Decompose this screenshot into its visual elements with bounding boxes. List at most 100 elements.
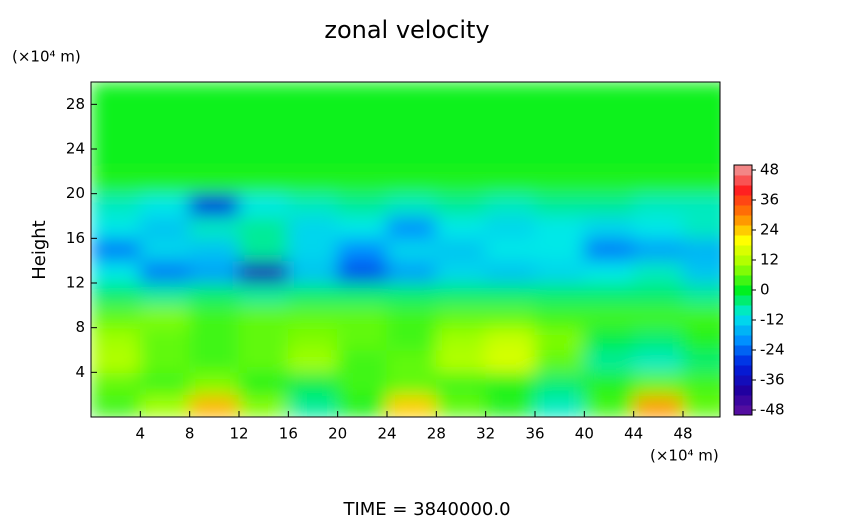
field-cell (238, 126, 289, 150)
field-cell (189, 126, 240, 150)
colorbar-swatch (734, 185, 752, 196)
field-cell (534, 327, 585, 351)
x-tick-label: 28 (427, 425, 446, 443)
x-tick-label: 4 (136, 425, 146, 443)
field-cell (583, 349, 635, 373)
field-cell (435, 237, 487, 262)
field-cell (386, 327, 437, 351)
colorbar-swatch (734, 375, 752, 386)
field-cell (238, 260, 289, 284)
field-cell (287, 304, 339, 329)
field-cell (91, 215, 141, 239)
field-cell (189, 237, 240, 262)
field-cell (583, 327, 635, 351)
field-cell (189, 215, 240, 239)
field-cell (633, 304, 684, 329)
colorbar-swatch (734, 315, 752, 326)
field-cell (91, 304, 141, 329)
field-cell (238, 170, 289, 195)
field-cell (238, 371, 289, 396)
field-cell (485, 349, 536, 373)
field-cell (386, 371, 437, 396)
field-cell (386, 282, 437, 306)
field-cell (386, 170, 437, 195)
field-cell (386, 148, 437, 172)
field-cell (485, 103, 536, 128)
colorbar-tick-label: -48 (760, 401, 785, 419)
y-unit-label: (×10⁴ m) (12, 48, 81, 66)
colorbar-swatch (734, 225, 752, 236)
field-cell (91, 82, 141, 105)
field-cell (534, 260, 585, 284)
field-cell (534, 394, 585, 417)
field-cell (485, 82, 536, 105)
field-cell (386, 193, 437, 217)
field-cell (287, 260, 339, 284)
field-cell (534, 193, 585, 217)
colorbar-swatch (734, 235, 752, 246)
field-cell (534, 170, 585, 195)
colorbar-swatch (734, 255, 752, 266)
field-cell (485, 260, 536, 284)
colorbar-tick-label: 36 (760, 191, 779, 209)
field-cell (337, 82, 388, 105)
field-cell (534, 349, 585, 373)
x-tick-label: 32 (476, 425, 495, 443)
field-cell (287, 237, 339, 262)
field-cell (386, 349, 437, 373)
field-cell (238, 82, 289, 105)
field-cell (139, 371, 191, 396)
field-cell (485, 394, 536, 417)
x-tick-label: 44 (624, 425, 643, 443)
field-cell (682, 82, 720, 105)
field-cell (682, 327, 720, 351)
field-cell (435, 327, 487, 351)
field-cell (633, 260, 684, 284)
field-cell (485, 282, 536, 306)
field-cell (485, 126, 536, 150)
colorbar-swatch (734, 215, 752, 226)
field-cell (91, 103, 141, 128)
field-cell (583, 82, 635, 105)
field-cell (435, 349, 487, 373)
colorbar-swatch (734, 385, 752, 396)
field-cell (583, 371, 635, 396)
field-cell (682, 148, 720, 172)
field-cell (337, 327, 388, 351)
field-cell (91, 327, 141, 351)
plot-frame (90, 81, 721, 418)
field-cell (337, 349, 388, 373)
y-tick-label: 16 (66, 229, 85, 247)
x-tick-label: 48 (673, 425, 692, 443)
colorbar-swatch (734, 265, 752, 276)
field-cell (189, 327, 240, 351)
field-cell (435, 282, 487, 306)
field-cell (633, 126, 684, 150)
field-cell (337, 126, 388, 150)
field-cell (435, 260, 487, 284)
field-cell (91, 193, 141, 217)
field-cell (583, 215, 635, 239)
field-cell (238, 304, 289, 329)
field-cell (139, 215, 191, 239)
field-cell (139, 126, 191, 150)
field-cell (682, 349, 720, 373)
field-cell (386, 304, 437, 329)
field-cell (583, 394, 635, 417)
field-cell (386, 237, 437, 262)
field-cell (435, 126, 487, 150)
field-cell (386, 126, 437, 150)
field-cell (633, 215, 684, 239)
field-cell (534, 215, 585, 239)
field-cell (534, 237, 585, 262)
field-cell (485, 193, 536, 217)
field-cell (534, 148, 585, 172)
colorbar-swatch (734, 245, 752, 256)
y-axis-label: Height (29, 220, 50, 280)
field-cell (238, 349, 289, 373)
field-cell (534, 371, 585, 396)
field-cell (238, 282, 289, 306)
field-cell (583, 193, 635, 217)
field-cell (682, 394, 720, 417)
